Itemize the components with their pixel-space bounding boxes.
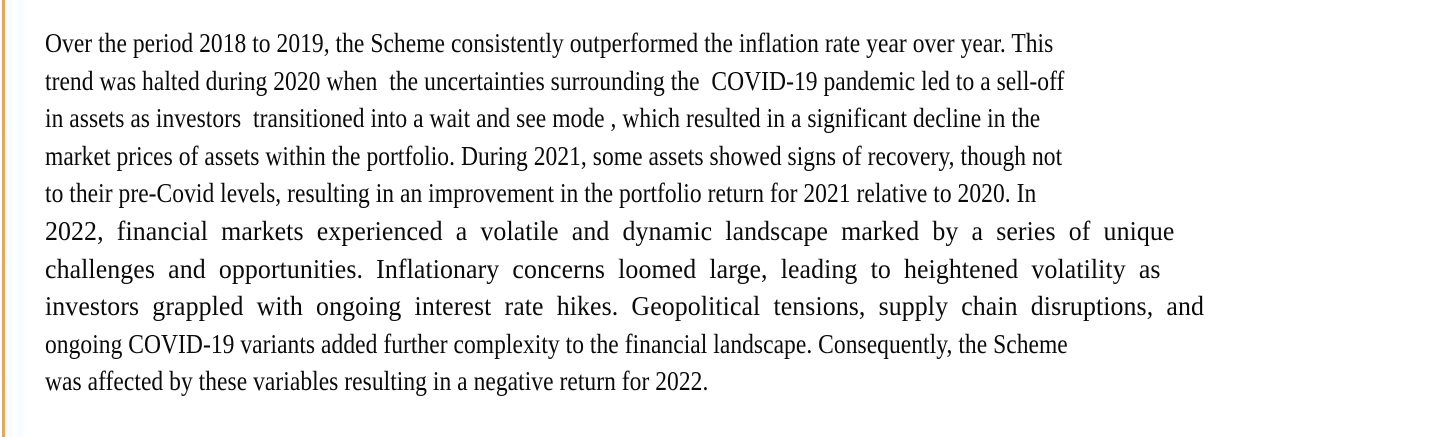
text-line-4: market prices of assets within the portf… <box>45 139 1063 171</box>
text-line-3: in assets as investors transitioned into… <box>45 102 1041 134</box>
text-line-9: ongoing COVID-19 variants added further … <box>45 327 1068 359</box>
text-line-2: trend was halted during 2020 when the un… <box>45 64 1065 96</box>
text-line-7: challenges and opportunities. Inflationa… <box>45 252 1161 284</box>
text-line-6: 2022, financial markets experienced a vo… <box>45 214 1175 246</box>
text-line-10: was affected by these variables resultin… <box>45 365 709 397</box>
left-margin-accent-rule <box>2 0 5 437</box>
text-line-5: to their pre-Covid levels, resulting in … <box>45 177 1037 209</box>
commentary-paragraph: Over the period 2018 to 2019, the Scheme… <box>45 24 1393 400</box>
text-line-8: investors grappled with ongoing interest… <box>45 290 1204 322</box>
left-margin-guide-band <box>5 0 27 437</box>
text-line-1: Over the period 2018 to 2019, the Scheme… <box>45 27 1054 58</box>
